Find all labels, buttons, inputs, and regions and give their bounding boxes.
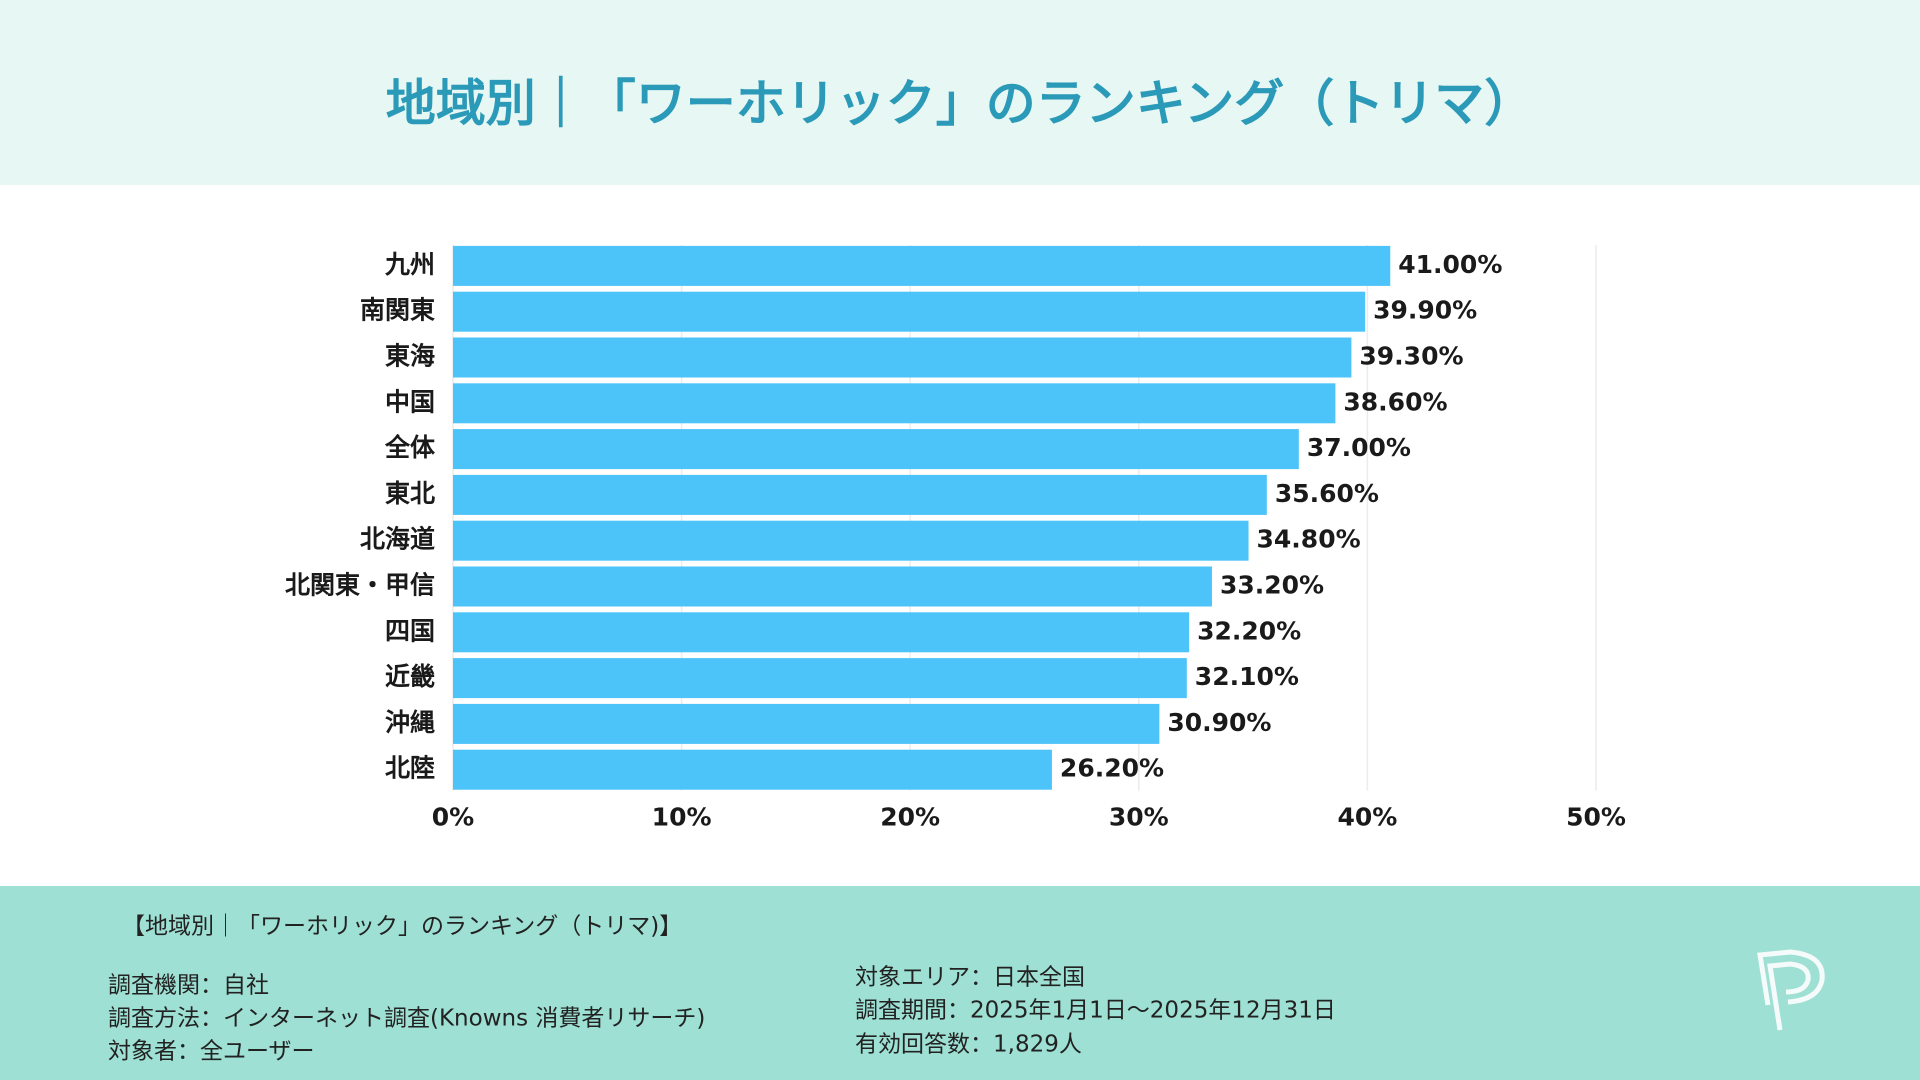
value-label: 32.10%	[1195, 662, 1299, 691]
bar	[453, 474, 1267, 515]
bar	[453, 520, 1249, 561]
value-label: 39.30%	[1359, 342, 1463, 371]
footer-right: 対象エリア：日本全国	[855, 965, 1085, 991]
value-label: 38.60%	[1343, 387, 1447, 416]
value-label: 34.80%	[1257, 525, 1361, 554]
y-tick-label: 中国	[385, 387, 435, 416]
y-tick-label: 東北	[385, 479, 435, 508]
x-tick-label: 20%	[880, 803, 940, 832]
footer-left: 調査機関：自社	[108, 973, 269, 999]
y-tick-label: 沖縄	[385, 708, 435, 737]
x-tick-label: 40%	[1337, 803, 1397, 832]
value-label: 41.00%	[1398, 250, 1502, 279]
y-tick-label: 九州	[384, 250, 435, 279]
value-label: 37.00%	[1307, 433, 1411, 462]
bar	[453, 658, 1187, 699]
chart-title: 地域別｜「ワーホリック」のランキング（トリマ）	[386, 75, 1535, 133]
y-tick-label: 北陸	[385, 754, 435, 783]
bar	[453, 612, 1190, 653]
footer-right: 有効回答数：1,829人	[855, 1032, 1082, 1058]
bar	[453, 337, 1352, 378]
bar	[453, 566, 1212, 607]
y-tick-label: 四国	[385, 616, 435, 645]
plot: 0% 10% 20% 30% 40% 50% 九州 41.00% 南関東 39.90% 東海 39.3…	[285, 245, 1626, 832]
footer-left: 調査方法：インターネット調査(Knowns 消費者リサーチ)	[108, 1006, 705, 1032]
footer-left: 対象者：全ユーザー	[108, 1039, 315, 1065]
y-tick-label: 東海	[385, 342, 435, 371]
value-label: 30.90%	[1167, 708, 1271, 737]
y-tick-label: 北関東・甲信	[285, 571, 435, 600]
value-label: 39.90%	[1373, 296, 1477, 325]
x-tick-label: 50%	[1566, 803, 1626, 832]
value-label: 26.20%	[1060, 754, 1164, 783]
bar	[453, 383, 1336, 424]
bar	[453, 703, 1160, 744]
logo	[1757, 949, 1825, 1031]
y-tick-label: 南関東	[360, 296, 435, 325]
value-label: 33.20%	[1220, 571, 1324, 600]
bar	[453, 245, 1391, 286]
value-label: 32.20%	[1197, 616, 1301, 645]
footer-band	[0, 886, 1920, 1080]
value-label: 35.60%	[1275, 479, 1379, 508]
bar	[453, 429, 1299, 470]
y-tick-label: 近畿	[385, 662, 435, 691]
bar	[453, 749, 1052, 790]
header-band	[0, 0, 1920, 185]
x-tick-label: 0%	[432, 803, 474, 832]
y-tick-label: 北海道	[360, 525, 435, 554]
y-tick-label: 全体	[384, 433, 436, 462]
x-tick-label: 30%	[1109, 803, 1169, 832]
x-tick-label: 10%	[652, 803, 712, 832]
footer-heading: 【地域別｜「ワーホリック」のランキング（トリマ)】	[122, 914, 682, 940]
footer-right: 調査期間：2025年1月1日〜2025年12月31日	[855, 998, 1336, 1024]
bar	[453, 291, 1366, 332]
